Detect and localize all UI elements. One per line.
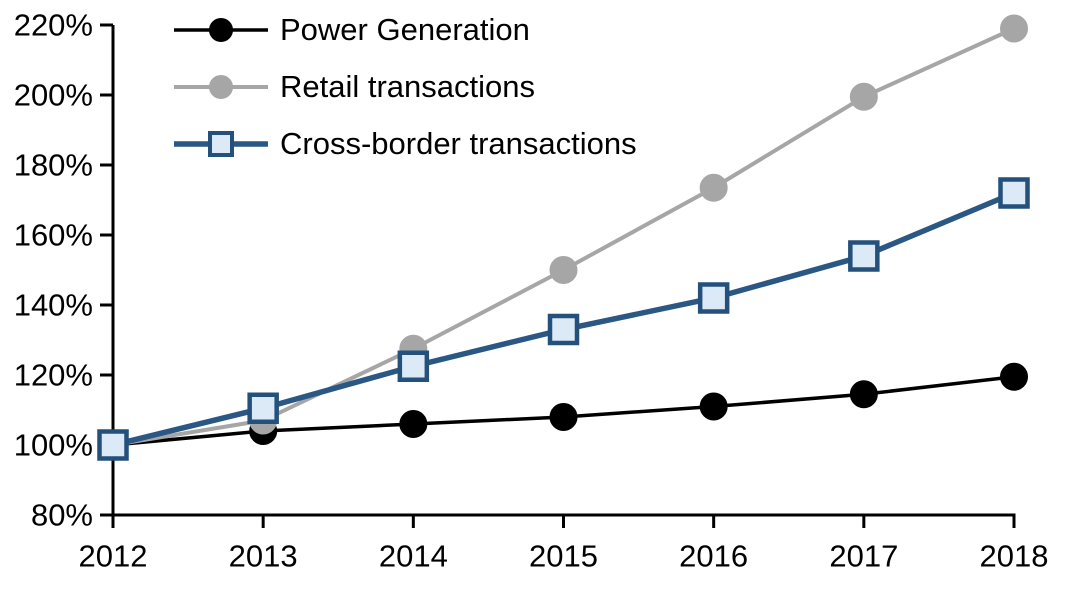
legend-marker-icon bbox=[209, 18, 233, 42]
legend-label-cross-border-transactions: Cross-border transactions bbox=[280, 126, 637, 161]
data-point-power-generation bbox=[1000, 362, 1028, 391]
y-tick-label: 140% bbox=[14, 288, 93, 323]
legend-item-power-generation: Power Generation bbox=[170, 12, 637, 48]
x-tick-label: 2017 bbox=[829, 539, 898, 574]
data-point-cross-border-transactions bbox=[697, 282, 730, 314]
chart-legend: Power Generation Retail transactions Cro… bbox=[170, 12, 637, 162]
data-point-cross-border-transactions bbox=[848, 240, 880, 272]
legend-marker-icon bbox=[209, 75, 233, 99]
data-point-cross-border-transactions bbox=[547, 313, 580, 346]
legend-label-power-generation: Power Generation bbox=[280, 12, 530, 47]
y-tick-label: 220% bbox=[14, 8, 93, 43]
legend-swatch-retail-transactions bbox=[174, 75, 268, 99]
data-point-power-generation bbox=[699, 392, 728, 421]
x-tick-label: 2013 bbox=[229, 539, 298, 574]
data-point-cross-border-transactions bbox=[97, 429, 129, 461]
legend-label-retail-transactions: Retail transactions bbox=[280, 69, 536, 104]
y-tick-label: 120% bbox=[14, 358, 93, 393]
data-point-cross-border-transactions bbox=[397, 350, 430, 382]
y-tick-label: 180% bbox=[14, 148, 93, 183]
legend-swatch-power-generation bbox=[174, 18, 268, 42]
data-point-retail-transactions bbox=[699, 173, 728, 202]
data-point-retail-transactions bbox=[849, 82, 878, 111]
legend-item-cross-border-transactions: Cross-border transactions bbox=[170, 126, 637, 162]
data-point-cross-border-transactions bbox=[247, 392, 279, 424]
y-tick-label: 100% bbox=[14, 428, 93, 463]
legend-swatch-cross-border-transactions bbox=[174, 131, 268, 157]
data-point-retail-transactions bbox=[1000, 14, 1028, 43]
legend-marker-icon bbox=[208, 131, 234, 157]
x-tick-label: 2018 bbox=[980, 539, 1049, 574]
x-tick-label: 2014 bbox=[379, 539, 448, 574]
data-point-power-generation bbox=[399, 410, 428, 438]
x-tick-label: 2016 bbox=[679, 539, 748, 574]
data-point-retail-transactions bbox=[549, 256, 578, 284]
data-point-power-generation bbox=[549, 403, 578, 431]
y-tick-label: 80% bbox=[31, 498, 93, 533]
x-tick-label: 2012 bbox=[79, 539, 148, 574]
legend-item-retail-transactions: Retail transactions bbox=[170, 69, 637, 105]
x-tick-label: 2015 bbox=[529, 539, 598, 574]
data-point-power-generation bbox=[849, 380, 878, 409]
y-tick-label: 200% bbox=[14, 78, 93, 113]
data-point-cross-border-transactions bbox=[998, 177, 1030, 209]
y-tick-label: 160% bbox=[14, 218, 93, 253]
